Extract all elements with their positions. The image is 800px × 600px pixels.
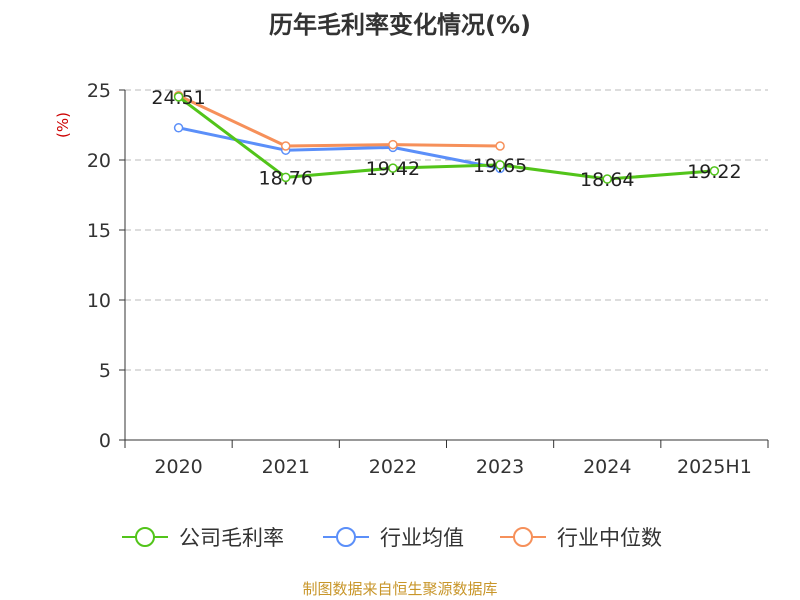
data-label: 19.65 [473,155,527,177]
grid-lines [125,89,768,371]
x-tick-label: 2025H1 [677,456,752,478]
chart-title: 历年毛利率变化情况(%) [269,11,531,39]
y-tick-label: 25 [87,80,111,102]
legend-item[interactable]: 行业均值 [323,526,464,550]
y-axis-ticks: 0 5 10 15 20 25 [87,80,125,452]
data-label: 24.51 [151,87,205,109]
data-point [281,172,291,183]
y-tick-label: 20 [87,150,111,172]
series-line [178,126,501,170]
y-tick-label: 0 [99,430,111,452]
legend-marker [336,527,356,547]
data-point [602,174,612,184]
legend-marker [513,527,533,547]
data-point [709,166,720,176]
x-tick-label: 2021 [262,456,310,478]
series-line [177,94,501,148]
axes [124,90,768,441]
legend-label: 公司毛利率 [179,526,284,550]
data-point [173,92,184,102]
x-axis-ticks: 2020 2021 2022 2023 2024 2025H1 [124,440,769,478]
legend: 公司毛利率 行业均值 行业中位数 [122,526,662,550]
y-tick-label: 15 [87,220,111,242]
series-layer [173,90,720,184]
data-labels: 24.51 18.76 19.42 19.65 18.64 19.22 [151,87,741,191]
data-point [173,123,184,133]
data-label: 19.42 [366,158,420,180]
data-point [281,141,291,151]
data-point [388,163,398,173]
legend-item[interactable]: 公司毛利率 [122,526,284,550]
legend-marker [135,527,155,547]
x-tick-label: 2022 [369,456,417,478]
x-tick-label: 2023 [476,456,524,478]
data-point [495,160,505,170]
data-label: 18.64 [580,169,634,191]
legend-label: 行业均值 [380,526,464,550]
data-label: 19.22 [687,161,741,183]
data-point [388,139,398,150]
series-line [177,95,715,181]
legend-item[interactable]: 行业中位数 [500,526,662,550]
data-point [495,141,505,151]
y-tick-label: 10 [87,290,111,312]
x-tick-label: 2020 [154,456,202,478]
x-tick-label: 2024 [583,456,631,478]
data-label: 18.76 [259,167,313,189]
source-note: 制图数据来自恒生聚源数据库 [302,580,497,598]
y-tick-label: 5 [99,360,111,382]
y-axis-label: (%) [54,112,72,138]
legend-label: 行业中位数 [557,526,662,550]
